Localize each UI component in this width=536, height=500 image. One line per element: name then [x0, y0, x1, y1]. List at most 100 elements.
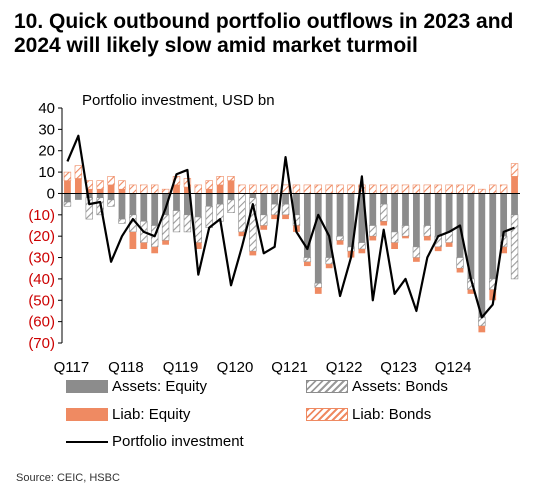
legend-swatch-assets-equity	[66, 380, 108, 393]
bar-liab-bonds	[325, 184, 333, 194]
bar-liab-equity	[456, 268, 464, 273]
line-group	[66, 134, 515, 319]
bar-assets-equity	[151, 193, 159, 226]
bar-liab-equity	[369, 236, 377, 241]
y-tick-label: (60)	[28, 314, 55, 331]
bar-liab-bonds	[412, 184, 421, 194]
bar-assets-equity	[511, 193, 518, 215]
bar-assets-bonds	[358, 242, 366, 250]
legend-swatch-liab-bonds	[306, 408, 348, 421]
line-portfolio-investment	[66, 134, 515, 319]
bar-liab-equity	[85, 189, 93, 194]
bar-assets-equity	[216, 193, 224, 205]
bar-assets-equity	[423, 193, 431, 226]
y-tick-label: 20	[38, 143, 55, 160]
bar-liab-equity	[107, 184, 115, 194]
y-tick-label: 10	[38, 164, 55, 181]
bar-liab-bonds	[303, 184, 312, 194]
bar-liab-bonds	[74, 165, 83, 179]
bar-liab-bonds	[434, 184, 442, 194]
bar-assets-bonds	[172, 210, 181, 233]
bar-liab-equity	[260, 225, 268, 230]
y-tick-label: 40	[38, 100, 55, 117]
bar-assets-equity	[402, 193, 409, 226]
bar-liab-bonds	[314, 184, 322, 194]
chart-title: 10. Quick outbound portfolio outflows in…	[14, 10, 514, 57]
bar-assets-equity	[162, 193, 169, 215]
bar-assets-bonds	[270, 203, 279, 216]
bar-assets-bonds	[194, 216, 202, 243]
bar-liab-equity	[194, 242, 202, 249]
bar-liab-bonds	[510, 163, 519, 177]
bar-assets-equity	[445, 193, 453, 232]
bar-liab-equity	[140, 242, 148, 249]
bar-assets-equity	[391, 193, 398, 232]
bar-liab-equity	[227, 180, 235, 194]
bar-liab-equity	[96, 189, 104, 194]
bar-assets-bonds	[456, 257, 464, 269]
bar-assets-bonds	[63, 201, 72, 207]
bar-assets-equity	[369, 193, 377, 226]
bar-assets-bonds	[314, 282, 322, 288]
bar-assets-equity	[314, 193, 322, 284]
bar-liab-bonds	[347, 184, 355, 194]
bar-liab-equity	[151, 246, 159, 254]
source-note: Source: CEIC, HSBC	[16, 472, 120, 484]
legend-item-liab-equity: Liab: Equity	[66, 406, 190, 423]
bar-assets-bonds	[161, 214, 170, 241]
bar-liab-bonds	[401, 184, 410, 194]
bar-liab-equity	[336, 240, 344, 245]
bar-assets-equity	[358, 193, 366, 243]
legend-label-assets-bonds: Assets: Bonds	[352, 378, 448, 395]
bar-liab-bonds	[369, 184, 377, 194]
bar-assets-equity	[118, 193, 126, 220]
bar-assets-equity	[380, 193, 388, 205]
x-tick-label: Q117	[54, 359, 90, 376]
x-tick-label: Q122	[326, 359, 363, 376]
bar-liab-bonds	[161, 188, 170, 194]
bar-liab-equity	[216, 184, 224, 194]
bar-liab-bonds	[118, 180, 126, 190]
x-tick-label: Q123	[380, 359, 417, 376]
y-tick-label: 0	[47, 185, 55, 202]
bar-liab-equity	[380, 221, 388, 226]
bar-liab-bonds	[238, 184, 246, 194]
bar-liab-equity	[489, 289, 497, 301]
bar-assets-bonds	[369, 225, 377, 237]
bar-liab-bonds	[292, 184, 301, 194]
bar-liab-equity	[358, 249, 366, 254]
legend-item-portfolio-investment: Portfolio investment	[66, 433, 244, 450]
bar-assets-equity	[303, 193, 311, 258]
y-tick-label: (30)	[28, 250, 55, 267]
bar-assets-bonds	[478, 317, 486, 327]
bar-liab-bonds	[63, 171, 72, 181]
bar-liab-bonds	[129, 184, 137, 194]
bar-liab-bonds	[281, 184, 290, 194]
bar-assets-equity	[85, 193, 93, 198]
bar-liab-equity	[173, 184, 180, 194]
bar-assets-bonds	[303, 257, 312, 263]
bar-liab-equity	[445, 242, 453, 247]
bar-liab-equity	[402, 236, 409, 239]
bar-liab-bonds	[96, 180, 104, 190]
x-tick-label: Q124	[435, 359, 472, 376]
bar-assets-equity	[184, 193, 191, 215]
bar-liab-bonds	[107, 176, 115, 186]
bar-assets-bonds	[325, 257, 333, 265]
bar-liab-bonds	[445, 184, 453, 194]
bar-liab-equity	[74, 178, 82, 194]
bar-liab-equity	[271, 214, 279, 220]
bar-liab-equity	[303, 261, 311, 267]
y-tick-label: (50)	[28, 292, 55, 309]
bar-liab-bonds	[456, 184, 464, 194]
bar-liab-bonds	[205, 180, 213, 190]
legend-label-portfolio-investment: Portfolio investment	[112, 433, 244, 450]
legend-item-liab-bonds: Liab: Bonds	[306, 406, 431, 423]
legend: Assets: Equity Assets: Bonds Liab: Equit…	[62, 376, 532, 456]
bar-assets-equity	[194, 193, 202, 217]
bar-assets-equity	[107, 193, 115, 200]
legend-item-assets-bonds: Assets: Bonds	[306, 378, 448, 395]
bar-liab-equity	[500, 246, 508, 254]
bar-assets-equity	[325, 193, 333, 258]
bar-assets-equity	[282, 193, 289, 205]
